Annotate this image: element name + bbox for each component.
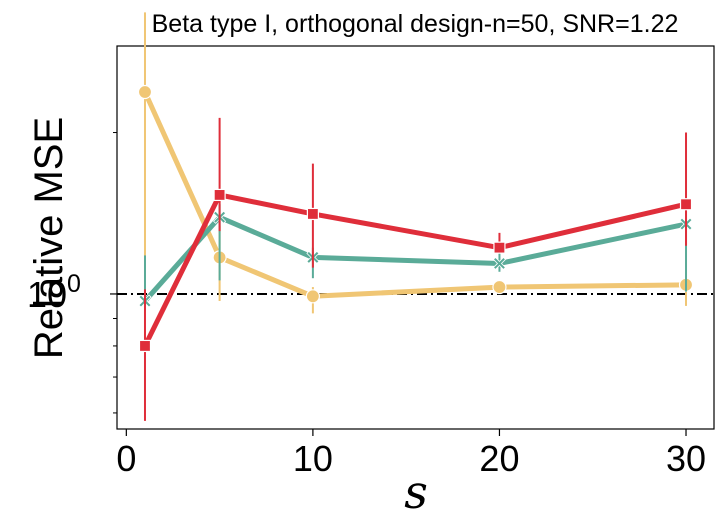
plot-frame [116, 45, 715, 430]
x-tick-label: 30 [666, 438, 706, 479]
data-point [492, 279, 507, 295]
data-point [213, 188, 226, 202]
data-point [679, 198, 693, 211]
x-tick-label: 0 [116, 438, 136, 479]
x-tick-label: 10 [293, 438, 333, 479]
data-point [306, 207, 319, 221]
series-yellow [137, 12, 694, 314]
chart-title: Beta type I, orthogonal design-n=50, SNR… [152, 10, 679, 38]
series-red [138, 117, 693, 421]
data-point [137, 84, 153, 100]
data-point [305, 289, 320, 304]
data-point [492, 256, 507, 271]
data-point [493, 241, 506, 254]
data-point [138, 339, 152, 353]
x-tick-label: 20 [479, 438, 519, 479]
y-axis-label: Relative MSE [27, 117, 71, 359]
x-axis-label: s [404, 465, 428, 519]
y-tick-label: 100 [27, 270, 81, 315]
